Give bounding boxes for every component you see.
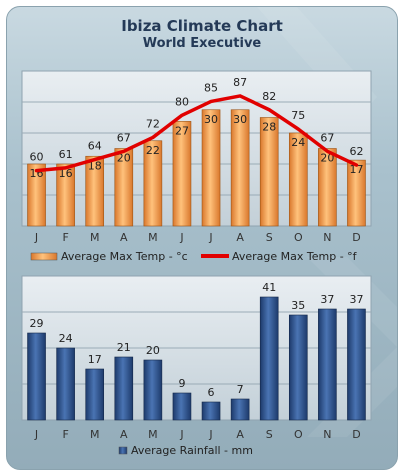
temp-bar	[318, 148, 337, 227]
rain-bar	[85, 368, 105, 421]
rain-data-label: 21	[117, 341, 131, 354]
temp-x-tick-label: F	[62, 231, 68, 244]
rain-data-label: 41	[262, 281, 276, 294]
temp-x-tick-label: M	[148, 231, 158, 244]
rain-bar	[318, 308, 337, 421]
temp-bar	[230, 109, 250, 227]
rain-x-tick-label: A	[236, 428, 244, 441]
temp-x-tick-label: J	[179, 231, 183, 244]
temp-bar	[259, 117, 279, 227]
temp-x-tick-label: S	[266, 231, 273, 244]
temp-x-tick-label: M	[90, 231, 100, 244]
rain-data-label: 9	[178, 377, 185, 390]
rain-data-label: 7	[237, 383, 244, 396]
temp-f-data-label: 80	[175, 95, 189, 108]
rain-x-tick-label: M	[148, 428, 158, 441]
temp-c-data-label: 22	[146, 144, 160, 157]
rain-legend-label: Average Rainfall - mm	[131, 444, 253, 457]
rain-x-tick-label: J	[34, 428, 38, 441]
rain-bar	[259, 296, 279, 421]
temp-x-tick-label: O	[294, 231, 303, 244]
temp-x-tick-label: A	[236, 231, 244, 244]
temp-x-tick-label: D	[352, 231, 360, 244]
temp-bar	[85, 155, 105, 227]
rain-x-tick-label: J	[208, 428, 212, 441]
temp-c-legend-label: Average Max Temp - °c	[61, 250, 188, 263]
temp-c-data-label: 28	[262, 121, 276, 134]
temp-bar	[143, 140, 163, 227]
temp-f-legend-label: Average Max Temp - °f	[232, 250, 358, 263]
rain-x-tick-label: O	[294, 428, 303, 441]
temp-x-tick-label: N	[323, 231, 331, 244]
rain-x-tick-label: M	[90, 428, 100, 441]
temp-x-tick-label: A	[120, 231, 128, 244]
temp-f-data-label: 72	[146, 117, 160, 130]
rain-data-label: 6	[208, 386, 215, 399]
rain-bar	[27, 332, 46, 421]
rain-bar	[288, 314, 308, 421]
temp-bar	[114, 148, 134, 227]
temp-f-data-label: 85	[204, 81, 218, 94]
temp-f-line	[34, 94, 359, 173]
temp-c-data-label: 30	[233, 113, 247, 126]
temp-f-data-label: 64	[88, 140, 102, 153]
temp-f-data-label: 60	[30, 151, 44, 164]
rain-bar	[114, 356, 134, 421]
rain-data-label: 17	[88, 353, 102, 366]
temp-bar	[201, 109, 221, 227]
rain-bar	[172, 392, 192, 421]
rain-x-tick-label: D	[352, 428, 360, 441]
temp-f-data-label: 62	[349, 145, 363, 158]
temp-c-data-label: 17	[349, 163, 363, 176]
temp-f-data-label: 75	[291, 109, 305, 122]
temp-c-data-label: 18	[88, 159, 102, 172]
rain-x-tick-label: S	[266, 428, 273, 441]
rain-data-label: 37	[349, 293, 363, 306]
rain-data-label: 20	[146, 344, 160, 357]
rain-bar	[230, 398, 250, 421]
temp-c-data-label: 20	[117, 152, 131, 165]
temp-bar	[288, 132, 308, 227]
rain-bar	[201, 401, 221, 421]
rain-x-tick-label: A	[120, 428, 128, 441]
temp-c-data-label: 24	[291, 136, 305, 149]
rain-x-tick-label: N	[323, 428, 331, 441]
temp-c-legend-swatch	[30, 252, 58, 261]
rain-x-tick-label: J	[179, 428, 183, 441]
chart-title: Ibiza Climate Chart	[121, 17, 283, 35]
rain-bar	[56, 347, 75, 421]
temp-c-data-label: 16	[59, 167, 73, 180]
temp-x-tick-label: J	[34, 231, 38, 244]
temp-bar	[56, 163, 75, 227]
temp-bar	[27, 163, 46, 227]
temp-f-data-label: 67	[320, 131, 334, 144]
temp-x-tick-label: J	[208, 231, 212, 244]
temp-bar	[347, 159, 366, 227]
rain-data-label: 24	[59, 332, 73, 345]
rain-bar	[143, 359, 163, 421]
temp-plot-area	[21, 70, 372, 227]
temp-f-data-label: 61	[59, 148, 73, 161]
rain-bar	[347, 308, 366, 421]
rain-data-label: 29	[30, 317, 44, 330]
chart-card: Ibiza Climate Chart World Executive 16 16…	[6, 6, 398, 470]
temp-f-data-label: 82	[262, 90, 276, 103]
temp-f-data-label: 87	[233, 76, 247, 89]
rain-data-label: 37	[320, 293, 334, 306]
temp-c-data-label: 30	[204, 113, 218, 126]
temp-c-data-label: 27	[175, 124, 189, 137]
rain-x-tick-label: F	[62, 428, 68, 441]
rain-legend-swatch	[118, 446, 128, 455]
chart-subtitle: World Executive	[142, 36, 262, 51]
temp-f-data-label: 67	[117, 131, 131, 144]
rain-data-label: 35	[291, 299, 305, 312]
temp-bar	[172, 121, 192, 227]
